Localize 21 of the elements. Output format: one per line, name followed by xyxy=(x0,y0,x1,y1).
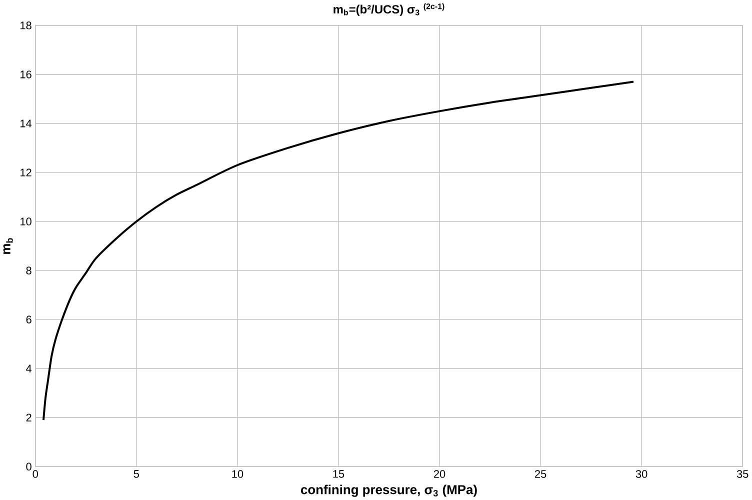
x-tick-label: 5 xyxy=(134,470,139,478)
y-tick-label: 0 xyxy=(26,462,32,470)
x-tick-label: 0 xyxy=(32,470,38,478)
y-tick-label: 18 xyxy=(20,21,32,30)
y-tick-label: 12 xyxy=(20,168,32,176)
x-tick-label: 30 xyxy=(636,470,648,478)
x-tick-label: 20 xyxy=(434,470,446,478)
y-tick-label: 14 xyxy=(20,120,32,128)
y-tick-label: 16 xyxy=(20,70,32,78)
y-tick-label: 10 xyxy=(20,218,32,226)
y-tick-label: 4 xyxy=(26,364,32,372)
x-tick-label: 15 xyxy=(333,470,344,478)
y-axis-title: m$_{b}$ xyxy=(3,238,13,254)
y-tick-label: 8 xyxy=(26,266,32,274)
line-series xyxy=(42,80,634,421)
y-tick-label: 6 xyxy=(26,316,32,324)
x-tick-label: 25 xyxy=(534,470,546,478)
x-tick-label: 10 xyxy=(232,470,244,478)
x-tick-label: 35 xyxy=(736,470,748,478)
x-axis-title: confining pressure, σ$_{3}$ (MPa) xyxy=(300,484,477,497)
y-tick-label: 2 xyxy=(26,414,32,422)
